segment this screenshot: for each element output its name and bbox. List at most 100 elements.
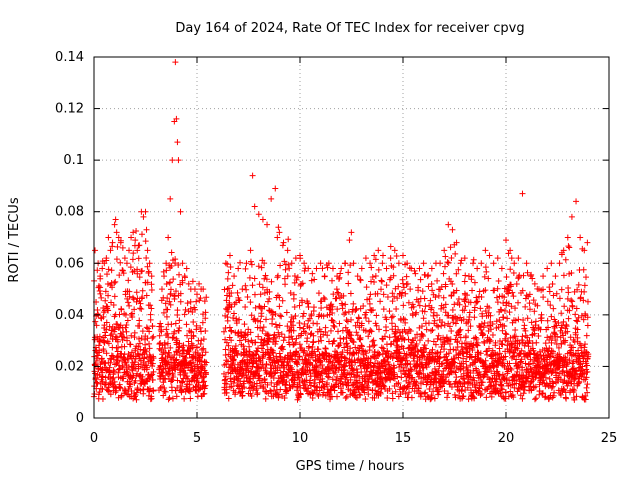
data-point	[387, 255, 394, 262]
data-point	[271, 334, 278, 341]
data-point	[142, 341, 149, 348]
data-point	[457, 260, 464, 267]
data-point	[380, 291, 387, 298]
data-point	[338, 265, 345, 272]
x-tick-label: 25	[601, 431, 618, 446]
data-point	[515, 255, 522, 262]
data-point	[179, 279, 186, 286]
data-point	[481, 273, 488, 280]
data-point	[445, 350, 452, 357]
data-point	[456, 327, 463, 334]
data-point	[515, 299, 522, 306]
data-point	[256, 281, 263, 288]
data-point	[266, 336, 273, 343]
data-point	[156, 332, 163, 339]
data-point	[566, 244, 573, 251]
data-point	[576, 378, 583, 385]
data-point	[112, 333, 119, 340]
data-point	[389, 290, 396, 297]
data-point	[225, 308, 232, 315]
data-point	[98, 355, 105, 362]
data-point	[473, 299, 480, 306]
data-point	[129, 367, 136, 374]
data-point	[340, 292, 347, 299]
data-point	[255, 211, 262, 218]
data-point	[111, 221, 118, 228]
data-point	[132, 377, 139, 384]
data-point	[516, 378, 523, 385]
data-point	[297, 252, 303, 259]
data-point	[544, 265, 551, 272]
data-point	[531, 327, 538, 334]
data-point	[487, 312, 494, 319]
data-point	[144, 325, 151, 332]
data-point	[531, 280, 538, 287]
data-point	[148, 281, 155, 288]
data-point	[386, 334, 393, 341]
data-point	[510, 293, 517, 300]
data-point	[496, 317, 503, 324]
data-point	[574, 286, 581, 293]
data-point	[158, 328, 165, 335]
data-point	[137, 300, 144, 307]
data-point	[128, 332, 135, 339]
data-point	[192, 349, 199, 356]
data-point	[203, 294, 210, 301]
data-point	[508, 255, 515, 262]
data-point	[97, 273, 104, 280]
data-point	[389, 395, 396, 402]
data-point	[501, 285, 508, 292]
data-point	[496, 350, 503, 357]
data-point	[334, 273, 341, 280]
data-point	[103, 319, 110, 326]
data-point	[275, 391, 282, 398]
data-point	[222, 373, 229, 380]
data-point	[121, 255, 128, 262]
data-point	[288, 333, 295, 340]
data-point	[296, 320, 303, 327]
data-point	[116, 272, 123, 279]
data-point	[428, 304, 435, 311]
data-point	[440, 270, 447, 277]
data-point	[102, 332, 109, 339]
data-point	[166, 298, 173, 305]
data-point	[294, 274, 301, 281]
data-point	[441, 388, 448, 395]
data-point	[172, 320, 179, 327]
data-point	[242, 304, 249, 311]
data-point	[334, 351, 341, 358]
data-point	[316, 379, 323, 386]
data-point	[515, 363, 522, 370]
data-point	[299, 299, 306, 306]
data-point	[320, 313, 327, 320]
data-point	[412, 335, 419, 342]
data-point	[367, 327, 374, 334]
data-point	[515, 316, 522, 323]
data-point	[128, 349, 135, 356]
data-point	[119, 363, 126, 370]
data-point	[283, 386, 290, 393]
data-point	[261, 303, 268, 310]
data-point	[403, 273, 410, 280]
data-point	[276, 294, 283, 301]
data-point	[389, 298, 396, 305]
data-point	[239, 392, 246, 399]
data-point	[234, 289, 241, 296]
data-point	[95, 352, 102, 359]
data-point	[511, 260, 518, 267]
data-point	[348, 332, 355, 339]
data-point	[483, 268, 490, 275]
data-point	[489, 355, 496, 362]
data-point	[323, 304, 330, 311]
data-point	[276, 322, 283, 329]
data-point	[352, 322, 359, 329]
data-point	[509, 289, 516, 296]
data-point	[247, 379, 254, 386]
data-point	[540, 273, 547, 280]
data-point	[503, 273, 510, 280]
data-point	[549, 383, 556, 390]
data-point	[347, 376, 354, 383]
data-point	[101, 338, 108, 345]
data-point	[257, 304, 264, 311]
data-point	[230, 314, 237, 321]
